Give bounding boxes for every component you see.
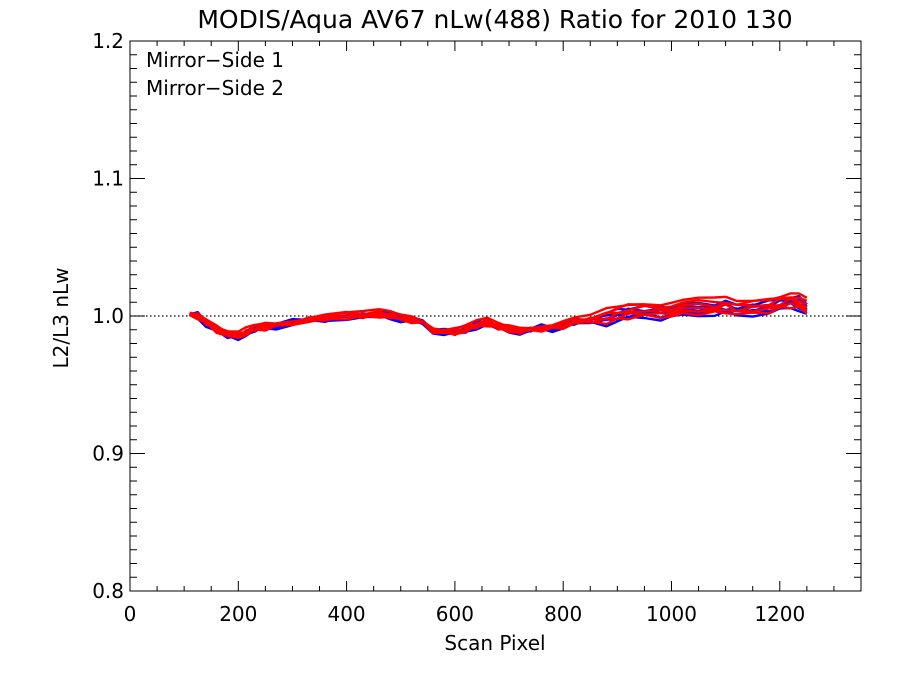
mirror-side-2-line: [189, 292, 808, 333]
plot-area: [129, 40, 862, 592]
x-tick-label: 800: [544, 602, 582, 626]
y-axis-label: L2/L3 nLw: [49, 267, 73, 368]
y-tick-label: 1.0: [92, 304, 124, 328]
y-tick-labels: 0.8 0.9 1.0 1.1 1.2: [92, 29, 124, 603]
x-tick-label: 0: [124, 602, 137, 626]
y-tick-label: 1.1: [92, 167, 124, 191]
x-tick-label: 400: [327, 602, 365, 626]
series-lines: [188, 292, 808, 342]
legend-entry-mirror-side-2: Mirror−Side 2: [146, 76, 284, 100]
y-tick-label: 1.2: [92, 29, 124, 53]
x-axis-label: Scan Pixel: [444, 631, 545, 655]
axis-ticks: [129, 40, 862, 592]
x-tick-label: 200: [219, 602, 257, 626]
y-tick-label: 0.9: [92, 442, 124, 466]
x-tick-label: 1000: [646, 602, 697, 626]
x-tick-labels: 0 200 400 600 800 1000 1200: [124, 602, 806, 626]
x-tick-label: 600: [436, 602, 474, 626]
legend-entry-mirror-side-1: Mirror−Side 1: [146, 48, 284, 72]
y-tick-label: 0.8: [92, 579, 124, 603]
x-tick-label: 1200: [754, 602, 805, 626]
chart-title: MODIS/Aqua AV67 nLw(488) Ratio for 2010 …: [197, 5, 792, 34]
legend: Mirror−Side 1 Mirror−Side 2: [146, 48, 284, 100]
